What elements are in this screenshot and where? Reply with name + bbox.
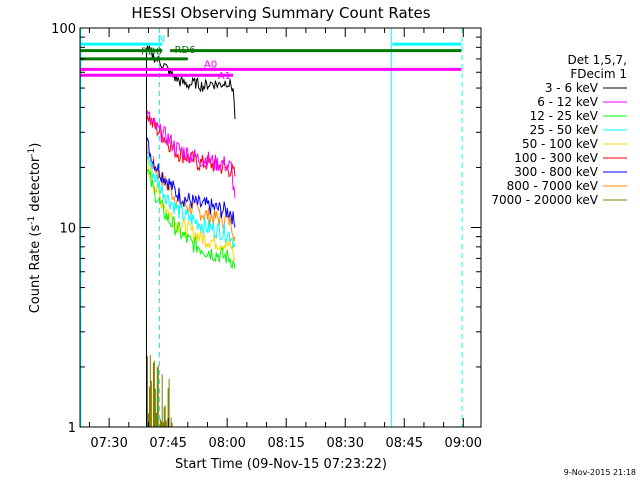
y-axis-label-sup1: -1 (27, 216, 37, 225)
flag-label-3: A0 (204, 59, 217, 70)
x-tick-label-1: 07:45 (149, 436, 186, 451)
series-line-3 (146, 146, 236, 427)
legend-entry-4: 50 - 100 keV (522, 137, 599, 151)
x-tick-label-2: 08:00 (208, 436, 245, 451)
flag-label-2: RD6 (175, 45, 196, 56)
x-tick-label-4: 08:30 (327, 436, 364, 451)
legend-entry-1: 6 - 12 keV (537, 95, 599, 109)
x-tick-label-0: 07:30 (90, 436, 127, 451)
chart-title: HESSI Observing Summary Count Rates (131, 4, 430, 22)
flag-label-4: A1 (218, 71, 231, 82)
flag-label-1: RD0 (141, 47, 162, 58)
x-tick-label-6: 09:00 (445, 436, 482, 451)
y-tick-label-1: 10 (59, 222, 76, 237)
legend-entry-7: 800 - 7000 keV (507, 179, 599, 193)
legend-entry-0: 3 - 6 keV (545, 81, 599, 95)
series-line-0 (146, 44, 236, 427)
x-axis-label: Start Time (09-Nov-15 07:23:22) (175, 457, 387, 472)
plot-frame (79, 27, 482, 428)
y-axis-label-sup2: -1 (27, 148, 37, 157)
x-tick-label-5: 08:45 (386, 436, 423, 451)
y-tick-label-2: 100 (51, 22, 76, 37)
series-line-1 (146, 110, 236, 427)
legend-entry-2: 12 - 25 keV (530, 109, 599, 123)
series-line-2 (146, 168, 236, 427)
plot-area (80, 28, 463, 427)
legend-entry-5: 100 - 300 keV (514, 151, 598, 165)
axes: 07:30 07:45 08:00 08:15 08:30 08:45 09:00 1 10 10… (51, 22, 482, 451)
legend-entry-3: 25 - 50 keV (530, 123, 599, 137)
legend-header-2: FDecim 1 (570, 67, 627, 81)
legend-entry-6: 300 - 800 keV (514, 165, 598, 179)
x-tick-label-3: 08:15 (267, 436, 304, 451)
series-line-4 (146, 156, 236, 427)
flag-label-0: N (158, 34, 165, 45)
y-axis-label-main: Count Rate (s (28, 225, 43, 314)
y-axis-label: Count Rate (s-1 detector-1) (27, 143, 43, 314)
y-axis-label-mid: detector (28, 156, 43, 216)
y-tick-label-0: 1 (68, 421, 76, 436)
footer-timestamp: 9-Nov-2015 21:18 (564, 468, 636, 477)
series-lines (146, 44, 236, 427)
y-axis-label-end: ) (28, 143, 43, 148)
legend-entry-8: 7000 - 20000 keV (491, 193, 598, 207)
legend-header-1: Det 1,5,7, (568, 53, 628, 67)
series-line-6 (146, 137, 236, 427)
